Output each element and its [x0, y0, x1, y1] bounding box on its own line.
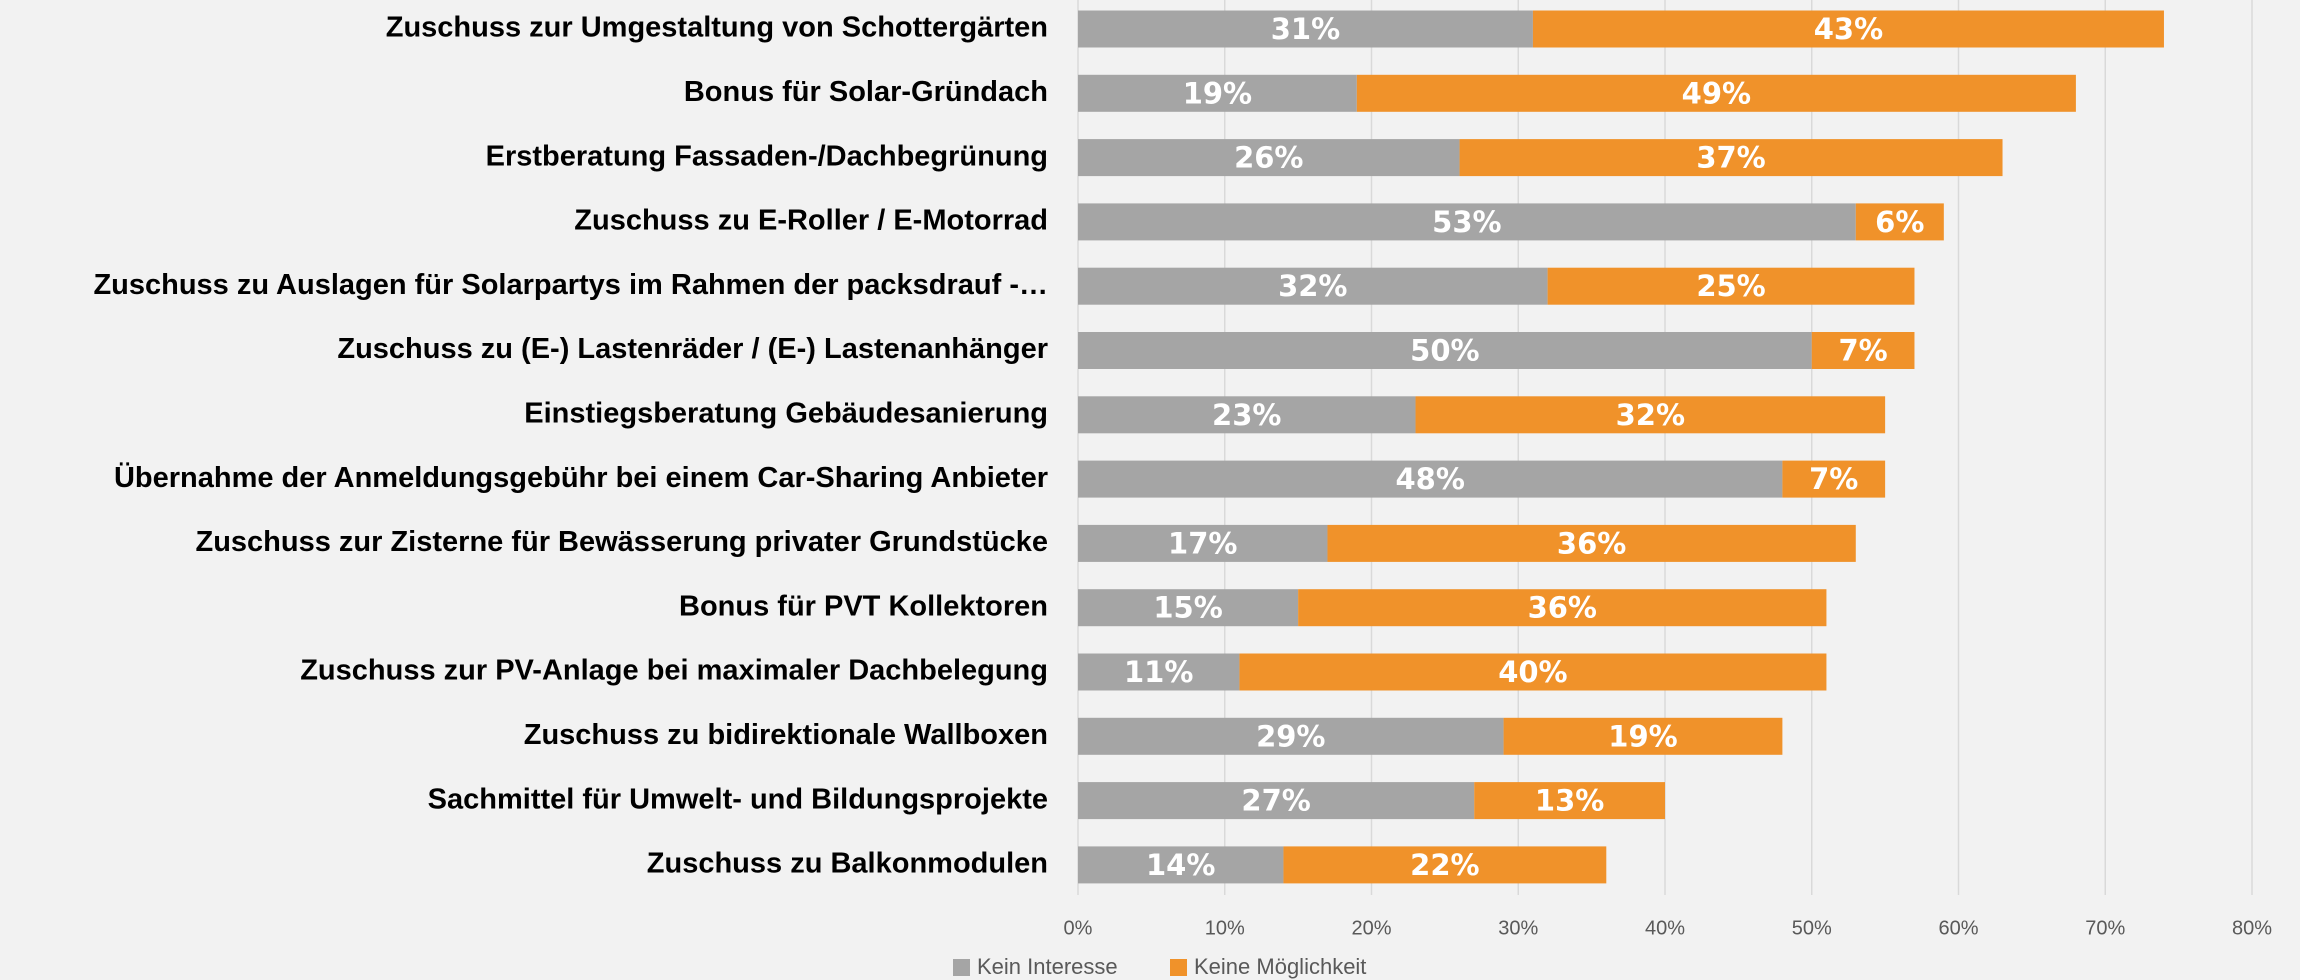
bar-segment: [1415, 396, 1886, 434]
bar-segment: [1855, 203, 1944, 241]
bar-segment: [1078, 717, 1504, 755]
legend-label: Kein Interesse: [977, 954, 1118, 979]
category-label: Bonus für PVT Kollektoren: [679, 590, 1048, 622]
category-label: Erstberatung Fassaden-/Dachbegrünung: [486, 140, 1048, 172]
data-label: 36%: [1528, 591, 1597, 625]
bar-segment: [1327, 524, 1856, 562]
x-tick-label: 70%: [2085, 917, 2125, 939]
data-label: 26%: [1234, 141, 1303, 175]
bar-segment: [1078, 782, 1475, 820]
bar-segment: [1078, 846, 1284, 884]
category-label: Zuschuss zu Auslagen für Solarpartys im …: [93, 269, 1048, 301]
bar-segment: [1239, 653, 1827, 691]
bar-segment: [1078, 460, 1783, 498]
category-label: Zuschuss zu E-Roller / E-Motorrad: [574, 205, 1048, 237]
data-label: 31%: [1271, 12, 1340, 46]
x-tick-label: 80%: [2232, 917, 2272, 939]
data-label: 11%: [1124, 655, 1193, 689]
bar-segment: [1078, 74, 1357, 112]
data-label: 23%: [1212, 398, 1281, 432]
bar-segment: [1283, 846, 1607, 884]
data-label: 29%: [1256, 719, 1325, 753]
x-tick-label: 40%: [1645, 917, 1685, 939]
category-label: Bonus für Solar-Gründach: [684, 76, 1048, 108]
bar-segment: [1078, 653, 1240, 691]
legend-swatch: [1170, 959, 1187, 976]
bar-segment: [1503, 717, 1783, 755]
data-label: 13%: [1535, 784, 1604, 818]
data-label: 22%: [1410, 848, 1479, 882]
x-tick-label: 50%: [1792, 917, 1832, 939]
x-tick-label: 10%: [1205, 917, 1245, 939]
data-label: 25%: [1696, 269, 1765, 303]
bar-segment: [1811, 332, 1915, 369]
category-label: Zuschuss zur Umgestaltung von Schottergä…: [386, 12, 1048, 44]
category-label: Zuschuss zu Balkonmodulen: [647, 848, 1048, 880]
bar-segment: [1532, 10, 2164, 48]
data-label: 37%: [1696, 141, 1765, 175]
bar-segment: [1078, 139, 1460, 177]
category-label: Zuschuss zur PV-Anlage bei maximaler Dac…: [300, 655, 1048, 687]
bar-segment: [1078, 10, 1533, 48]
legend-label: Keine Möglichkeit: [1194, 954, 1366, 979]
data-label: 14%: [1146, 848, 1215, 882]
data-label: 48%: [1395, 462, 1464, 496]
bar-segment: [1078, 203, 1856, 241]
bar-segment: [1078, 589, 1299, 627]
legend-swatch: [953, 959, 970, 976]
data-label: 15%: [1153, 591, 1222, 625]
data-label: 7%: [1838, 334, 1887, 368]
data-label: 7%: [1809, 462, 1858, 496]
bar-segment: [1078, 332, 1812, 369]
data-label: 19%: [1183, 76, 1252, 110]
data-label: 27%: [1241, 784, 1310, 818]
data-label: 49%: [1682, 76, 1751, 110]
bar-segment: [1356, 74, 2076, 112]
x-tick-label: 60%: [1938, 917, 1978, 939]
x-tick-label: 0%: [1064, 917, 1093, 939]
data-label: 40%: [1498, 655, 1567, 689]
bar-segment: [1459, 139, 2003, 177]
bar-segment: [1298, 589, 1827, 627]
data-label: 19%: [1608, 719, 1677, 753]
bar-segment: [1078, 267, 1548, 305]
bar-segment: [1474, 782, 1665, 820]
data-label: 32%: [1278, 269, 1347, 303]
data-label: 32%: [1616, 398, 1685, 432]
data-label: 50%: [1410, 334, 1479, 368]
category-label: Einstiegsberatung Gebäudesanierung: [524, 397, 1048, 429]
category-label: Zuschuss zu bidirektionale Wallboxen: [524, 719, 1048, 751]
bar-segment: [1078, 396, 1416, 434]
data-label: 17%: [1168, 526, 1237, 560]
category-label: Übernahme der Anmeldungsgebühr bei einem…: [114, 461, 1048, 494]
x-tick-label: 20%: [1351, 917, 1391, 939]
x-tick-label: 30%: [1498, 917, 1538, 939]
data-label: 36%: [1557, 526, 1626, 560]
bar-segment: [1547, 267, 1915, 305]
data-label: 6%: [1875, 205, 1924, 239]
category-label: Zuschuss zu (E-) Lastenräder / (E-) Last…: [337, 333, 1048, 365]
bar-segment: [1782, 460, 1886, 498]
data-label: 43%: [1814, 12, 1883, 46]
data-label: 53%: [1432, 205, 1501, 239]
category-label: Sachmittel für Umwelt- und Bildungsproje…: [428, 783, 1048, 815]
category-label: Zuschuss zur Zisterne für Bewässerung pr…: [195, 526, 1048, 558]
bar-segment: [1078, 524, 1328, 562]
